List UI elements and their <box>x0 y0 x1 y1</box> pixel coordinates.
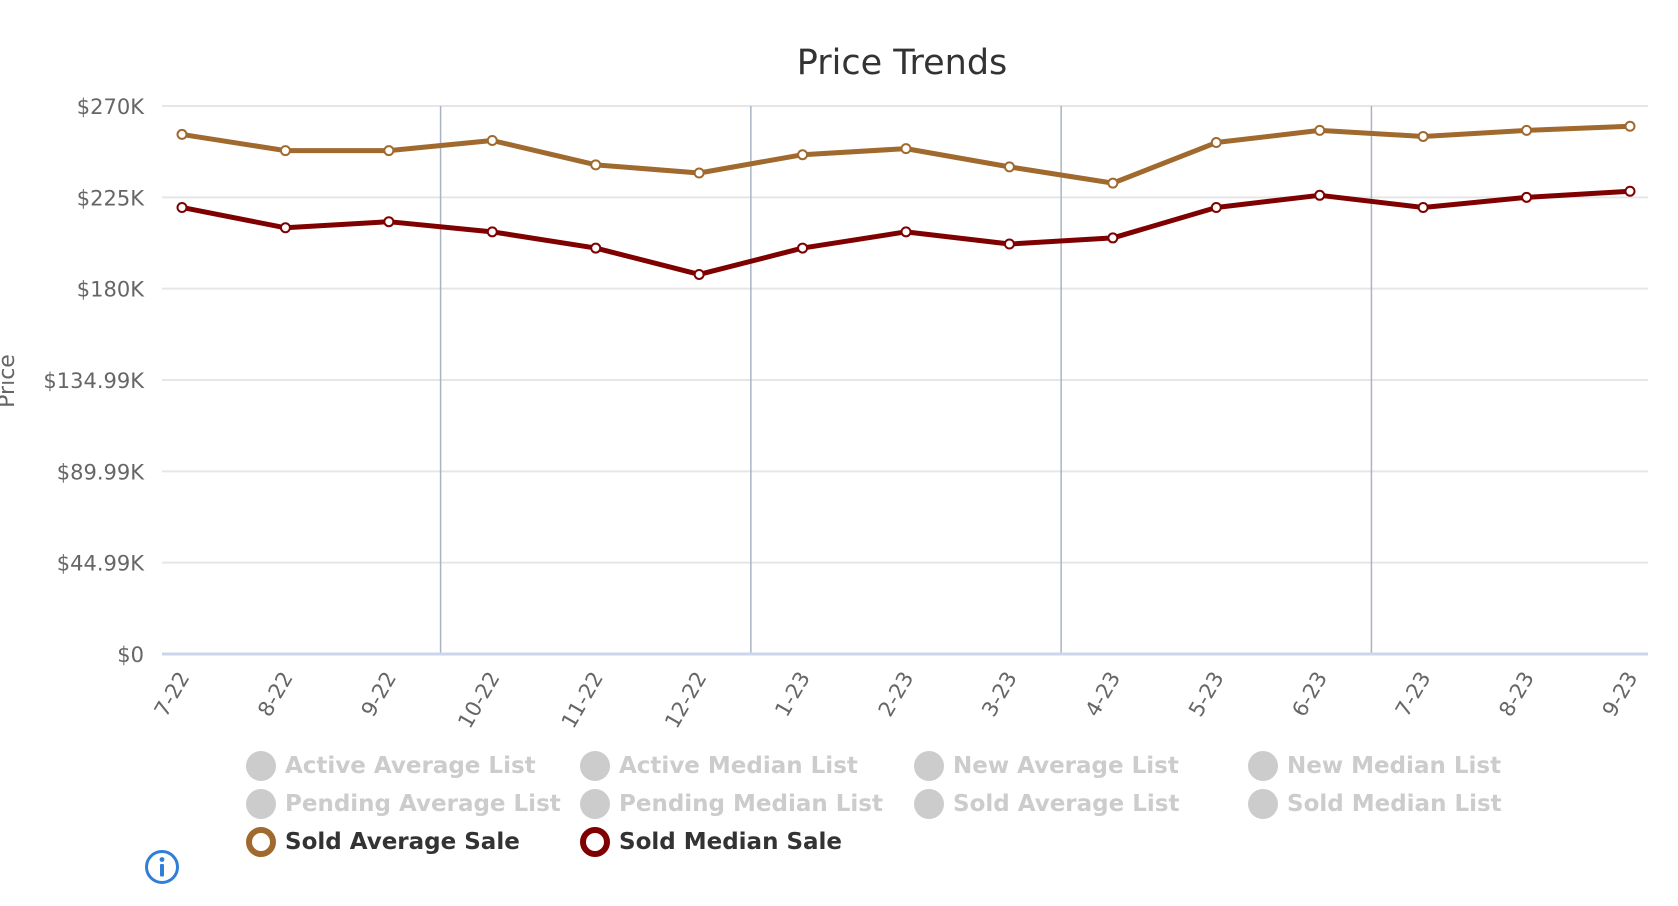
x-tick-label: 5-23 <box>1184 668 1229 721</box>
legend-swatch-icon <box>580 827 610 857</box>
data-point-sold-average-sale[interactable] <box>1210 137 1222 149</box>
data-point-sold-median-sale[interactable] <box>900 226 912 238</box>
legend-item-sold-median-list[interactable]: Sold Median List <box>1248 787 1502 821</box>
legend-label: Sold Median Sale <box>619 829 843 855</box>
data-point-sold-median-sale[interactable] <box>1521 191 1533 203</box>
grid-lines <box>162 105 1648 564</box>
data-point-sold-average-sale[interactable] <box>279 145 291 157</box>
x-tick-label: 7-23 <box>1391 668 1436 721</box>
data-point-sold-median-sale[interactable] <box>1624 185 1636 197</box>
data-point-sold-average-sale[interactable] <box>1624 120 1636 132</box>
x-tick-label: 11-22 <box>557 668 608 733</box>
data-point-sold-average-sale[interactable] <box>1107 177 1119 189</box>
y-tick-label: $134.99K <box>43 369 145 393</box>
legend-swatch-icon <box>580 751 610 781</box>
data-point-sold-average-sale[interactable] <box>383 145 395 157</box>
year-divider-lines <box>439 106 1373 654</box>
data-point-sold-average-sale[interactable] <box>1314 124 1326 136</box>
data-point-sold-median-sale[interactable] <box>176 201 188 213</box>
chart-title: Price Trends <box>797 43 1008 83</box>
legend-item-sold-median-sale[interactable]: Sold Median Sale <box>580 825 842 859</box>
data-point-sold-average-sale[interactable] <box>176 128 188 140</box>
y-tick-label: $180K <box>77 278 145 302</box>
x-tick-label: 6-23 <box>1287 668 1332 721</box>
legend-swatch-icon <box>914 789 944 819</box>
legend-swatch-icon <box>246 827 276 857</box>
legend-item-active-average-list[interactable]: Active Average List <box>246 749 536 783</box>
x-tick-label: 1-23 <box>770 668 815 721</box>
data-point-sold-average-sale[interactable] <box>900 143 912 155</box>
data-point-sold-median-sale[interactable] <box>1003 238 1015 250</box>
info-icon[interactable] <box>144 849 180 885</box>
x-tick-label: 10-22 <box>453 668 504 733</box>
legend-label: Active Median List <box>619 753 858 779</box>
y-tick-label: $0 <box>117 643 144 667</box>
data-point-sold-median-sale[interactable] <box>279 222 291 234</box>
legend-swatch-icon <box>580 789 610 819</box>
x-tick-label: 8-22 <box>253 668 298 721</box>
data-point-sold-average-sale[interactable] <box>1417 130 1429 142</box>
legend-label: New Median List <box>1287 753 1502 779</box>
legend-item-active-median-list[interactable]: Active Median List <box>580 749 858 783</box>
legend-label: Sold Average List <box>953 791 1180 817</box>
data-point-sold-average-sale[interactable] <box>1521 124 1533 136</box>
x-tick-label: 12-22 <box>660 668 711 733</box>
legend-item-new-median-list[interactable]: New Median List <box>1248 749 1501 783</box>
data-point-sold-median-sale[interactable] <box>797 242 809 254</box>
y-axis: $0 $44.99K $89.99K $134.99K $180K $225K $270K <box>43 95 145 667</box>
y-axis-label: Price <box>0 354 20 408</box>
legend-label: Pending Average List <box>285 791 561 817</box>
data-point-sold-median-sale[interactable] <box>486 226 498 238</box>
x-tick-label: 9-22 <box>357 668 402 721</box>
legend-label: Pending Median List <box>619 791 883 817</box>
legend-swatch-icon <box>1248 789 1278 819</box>
legend-label: New Average List <box>953 753 1179 779</box>
data-point-sold-median-sale[interactable] <box>1210 201 1222 213</box>
x-tick-label: 3-23 <box>977 668 1022 721</box>
legend-label: Sold Average Sale <box>285 829 520 855</box>
data-point-sold-median-sale[interactable] <box>590 242 602 254</box>
x-tick-label: 4-23 <box>1081 668 1126 721</box>
data-point-sold-average-sale[interactable] <box>797 149 809 161</box>
y-tick-label: $44.99K <box>57 552 145 576</box>
data-point-sold-median-sale[interactable] <box>383 216 395 228</box>
legend-swatch-icon <box>1248 751 1278 781</box>
data-point-sold-median-sale[interactable] <box>1107 232 1119 244</box>
data-point-sold-average-sale[interactable] <box>590 159 602 171</box>
data-point-sold-average-sale[interactable] <box>486 135 498 147</box>
legend-item-sold-average-list[interactable]: Sold Average List <box>914 787 1179 821</box>
legend-item-sold-average-sale[interactable]: Sold Average Sale <box>246 825 520 859</box>
data-point-sold-average-sale[interactable] <box>1003 161 1015 173</box>
x-tick-label: 2-23 <box>874 668 919 721</box>
x-tick-label: 8-23 <box>1494 668 1539 721</box>
data-point-sold-average-sale[interactable] <box>693 167 705 179</box>
data-point-sold-median-sale[interactable] <box>693 268 705 280</box>
y-tick-label: $270K <box>77 95 145 119</box>
legend-item-pending-median-list[interactable]: Pending Median List <box>580 787 883 821</box>
legend-label: Active Average List <box>285 753 536 779</box>
y-tick-label: $89.99K <box>57 460 145 484</box>
x-tick-label: 9-23 <box>1598 668 1643 721</box>
x-axis: 7-22 8-22 9-22 10-22 11-22 12-22 1-23 2-23 3-23 4… <box>150 652 1648 733</box>
legend-label: Sold Median List <box>1287 791 1502 817</box>
legend-swatch-icon <box>246 789 276 819</box>
data-point-sold-median-sale[interactable] <box>1314 189 1326 201</box>
legend-swatch-icon <box>914 751 944 781</box>
series-layer <box>176 120 1636 280</box>
legend-swatch-icon <box>246 751 276 781</box>
data-point-sold-median-sale[interactable] <box>1417 201 1429 213</box>
x-tick-label: 7-22 <box>150 668 195 721</box>
series-line-sold-average-sale[interactable] <box>179 123 1633 186</box>
legend-item-pending-average-list[interactable]: Pending Average List <box>246 787 561 821</box>
y-tick-label: $225K <box>77 186 145 210</box>
legend-item-new-average-list[interactable]: New Average List <box>914 749 1179 783</box>
